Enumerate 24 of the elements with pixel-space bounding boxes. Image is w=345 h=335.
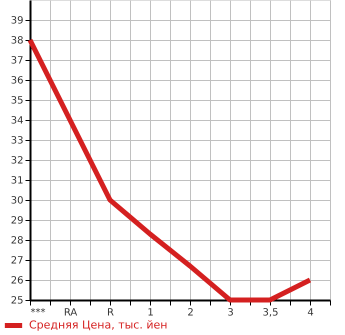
y-tick-label: 34 xyxy=(10,116,24,126)
x-tick-label: 1 xyxy=(147,308,154,318)
x-tick-label: *** xyxy=(30,308,46,318)
x-tick-label: 2 xyxy=(187,308,194,318)
y-tick-label: 29 xyxy=(10,216,24,226)
y-tick-label: 31 xyxy=(10,176,24,186)
y-tick-label: 37 xyxy=(10,56,24,66)
y-tick-label: 27 xyxy=(10,256,24,266)
y-tick-label: 35 xyxy=(10,96,24,106)
y-tick-label: 38 xyxy=(10,36,24,46)
x-tick-label: 3,5 xyxy=(262,308,278,318)
y-tick-label: 25 xyxy=(10,296,24,306)
y-tick-label: 26 xyxy=(10,276,24,286)
x-tick-label: 3 xyxy=(227,308,234,318)
y-tick-label: 32 xyxy=(10,156,24,166)
y-tick-label: 28 xyxy=(10,236,24,246)
y-tick-label: 33 xyxy=(10,136,24,146)
y-tick-label: 30 xyxy=(10,196,24,206)
x-tick-label: RA xyxy=(64,308,78,318)
x-tick-label: 4 xyxy=(307,308,314,318)
legend-label: Средняя Цена, тыс. йен xyxy=(29,318,168,332)
x-tick-label: R xyxy=(107,308,114,318)
y-tick-label: 39 xyxy=(10,16,24,26)
y-tick-label: 36 xyxy=(10,76,24,86)
